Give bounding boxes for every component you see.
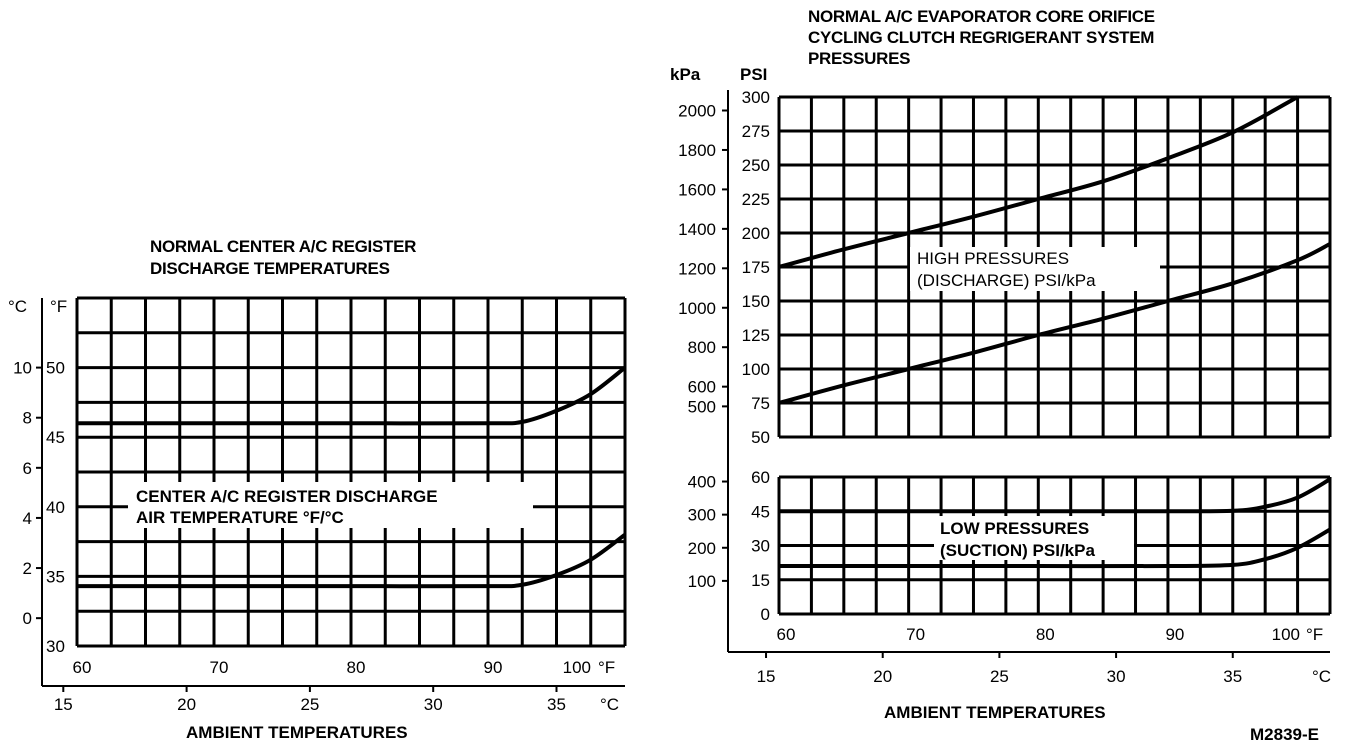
left-chart-title-line2: DISCHARGE TEMPERATURES <box>150 259 390 278</box>
left-annotation-line1: CENTER A/C REGISTER DISCHARGE <box>136 487 438 506</box>
low-y2-tick-label: 200 <box>688 539 716 558</box>
left-x-tick-label: 90 <box>484 658 503 677</box>
low-y-tick-label: 30 <box>751 537 770 556</box>
left-x2-unit: °C <box>600 695 619 714</box>
right-x2-tick-label: 25 <box>990 667 1009 686</box>
high-y-tick-label: 250 <box>742 156 770 175</box>
low-y2-tick-label: 100 <box>688 572 716 591</box>
high-y-tick-label: 200 <box>742 224 770 243</box>
left-x2-tick-label: 30 <box>424 695 443 714</box>
left-y-tick-label: 30 <box>46 637 65 656</box>
left-x-tick-label: 70 <box>210 658 229 677</box>
left-y2-tick-label: 8 <box>23 409 32 428</box>
right-x-tick-label: 60 <box>777 625 796 644</box>
left-chart-title-line1: NORMAL CENTER A/C REGISTER <box>150 237 416 256</box>
left-x-unit: °F <box>598 658 615 677</box>
right-chart-title-line3: PRESSURES <box>808 49 910 68</box>
high-y2-tick-label: 1600 <box>678 180 716 199</box>
left-x-tick-label: 100 <box>563 658 591 677</box>
right-x2-tick-label: 35 <box>1223 667 1242 686</box>
left-x-tick-label: 80 <box>347 658 366 677</box>
low-y-tick-label: 0 <box>761 605 770 624</box>
high-y-tick-label: 75 <box>751 394 770 413</box>
right-x-tick-label: 80 <box>1036 625 1055 644</box>
high-y-tick-label: 175 <box>742 258 770 277</box>
high-y-tick-label: 300 <box>742 88 770 107</box>
right-x2-tick-label: 30 <box>1107 667 1126 686</box>
series-high-upper <box>778 95 1299 269</box>
high-y2-tick-label: 500 <box>688 397 716 416</box>
left-y2-tick-label: 2 <box>23 559 32 578</box>
left-y2-tick-label: 10 <box>13 359 32 378</box>
high-y2-tick-label: 1200 <box>678 259 716 278</box>
left-y-tick-label: 40 <box>46 498 65 517</box>
low-y2-tick-label: 300 <box>688 506 716 525</box>
right-y-unit: PSI <box>740 65 767 84</box>
series-high-lower <box>778 242 1331 405</box>
left-annotation-background <box>128 482 533 528</box>
left-y-tick-label: 35 <box>46 567 65 586</box>
high-y-tick-label: 225 <box>742 190 770 209</box>
left-x2-tick-label: 35 <box>547 695 566 714</box>
left-series-upper-limit <box>77 366 627 426</box>
high-annotation-background <box>910 247 1160 291</box>
low-y2-tick-label: 400 <box>688 473 716 492</box>
right-x-label: AMBIENT TEMPERATURES <box>884 703 1106 722</box>
high-y2-tick-label: 1000 <box>678 299 716 318</box>
right-x-tick-label: 90 <box>1165 625 1184 644</box>
right-chart-title-line2: CYCLING CLUTCH REGRIGERANT SYSTEM <box>808 28 1154 47</box>
high-y2-tick-label: 1400 <box>678 220 716 239</box>
series-low-upper <box>778 477 1331 514</box>
left-y-tick-label: 45 <box>46 428 65 447</box>
left-y2-tick-label: 6 <box>23 459 32 478</box>
high-y-tick-label: 50 <box>751 428 770 447</box>
low-annotation-line1: LOW PRESSURES <box>940 519 1089 538</box>
series-low-lower <box>779 527 1331 569</box>
right-x-tick-label: 100 <box>1272 625 1300 644</box>
right-x2-tick-label: 15 <box>757 667 776 686</box>
high-y-tick-label: 100 <box>742 360 770 379</box>
low-y-tick-label: 60 <box>751 468 770 487</box>
right-x2-unit: °C <box>1312 667 1331 686</box>
left-y2-tick-label: 0 <box>23 609 32 628</box>
right-x-unit: °F <box>1306 625 1323 644</box>
high-y2-tick-label: 800 <box>688 338 716 357</box>
left-y2-unit: °C <box>8 297 27 316</box>
left-x2-tick-label: 15 <box>54 695 73 714</box>
left-x2-tick-label: 20 <box>177 695 196 714</box>
low-y-tick-label: 45 <box>751 502 770 521</box>
high-y-tick-label: 125 <box>742 326 770 345</box>
high-y-tick-label: 150 <box>742 292 770 311</box>
high-y-tick-label: 275 <box>742 122 770 141</box>
right-x2-tick-label: 20 <box>873 667 892 686</box>
high-y2-tick-label: 1800 <box>678 141 716 160</box>
high-y2-tick-label: 2000 <box>678 102 716 121</box>
left-annotation-line2: AIR TEMPERATURE °F/°C <box>136 508 344 527</box>
left-y2-tick-label: 4 <box>23 509 32 528</box>
high-y2-tick-label: 600 <box>688 378 716 397</box>
left-x-label: AMBIENT TEMPERATURES <box>186 723 408 742</box>
left-y-tick-label: 50 <box>46 359 65 378</box>
figure-code: M2839-E <box>1250 725 1319 744</box>
low-annotation-line2: (SUCTION) PSI/kPa <box>940 541 1095 560</box>
low-y-tick-label: 15 <box>751 571 770 590</box>
left-y-unit: °F <box>50 297 67 316</box>
right-chart-title-line1: NORMAL A/C EVAPORATOR CORE ORIFICE <box>808 7 1155 26</box>
high-annotation-line1: HIGH PRESSURES <box>917 249 1069 268</box>
left-series-lower-limit <box>77 533 627 589</box>
high-annotation-line2: (DISCHARGE) PSI/kPa <box>917 271 1096 290</box>
low-annotation-background <box>934 516 1134 560</box>
right-x-tick-label: 70 <box>906 625 925 644</box>
left-x-tick-label: 60 <box>73 658 92 677</box>
left-x2-tick-label: 25 <box>300 695 319 714</box>
right-y2-unit: kPa <box>670 65 701 84</box>
